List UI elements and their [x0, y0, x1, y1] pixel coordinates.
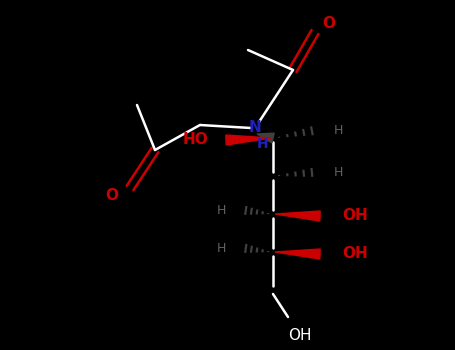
Text: O: O: [323, 16, 335, 32]
Text: HO: HO: [182, 133, 208, 147]
Polygon shape: [275, 249, 320, 259]
Text: N: N: [248, 120, 261, 135]
Text: O: O: [106, 189, 118, 203]
Text: H: H: [216, 203, 226, 217]
Text: H: H: [334, 124, 343, 136]
Text: OH: OH: [342, 246, 368, 261]
Polygon shape: [257, 133, 274, 143]
Text: OH: OH: [288, 328, 312, 343]
Text: H: H: [216, 241, 226, 254]
Text: OH: OH: [342, 209, 368, 224]
Text: H: H: [334, 166, 343, 178]
Polygon shape: [275, 211, 320, 221]
Polygon shape: [226, 135, 271, 145]
Text: H: H: [257, 137, 269, 151]
